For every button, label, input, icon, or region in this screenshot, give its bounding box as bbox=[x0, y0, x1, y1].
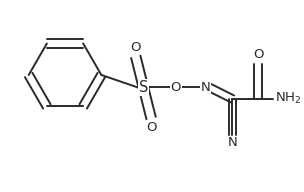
Text: O: O bbox=[171, 81, 181, 94]
Text: N: N bbox=[201, 81, 210, 94]
Text: N: N bbox=[227, 136, 237, 149]
Text: O: O bbox=[253, 48, 264, 61]
Text: S: S bbox=[139, 80, 148, 95]
Text: NH$_2$: NH$_2$ bbox=[275, 91, 302, 106]
Text: O: O bbox=[146, 121, 156, 134]
Text: O: O bbox=[130, 41, 141, 54]
